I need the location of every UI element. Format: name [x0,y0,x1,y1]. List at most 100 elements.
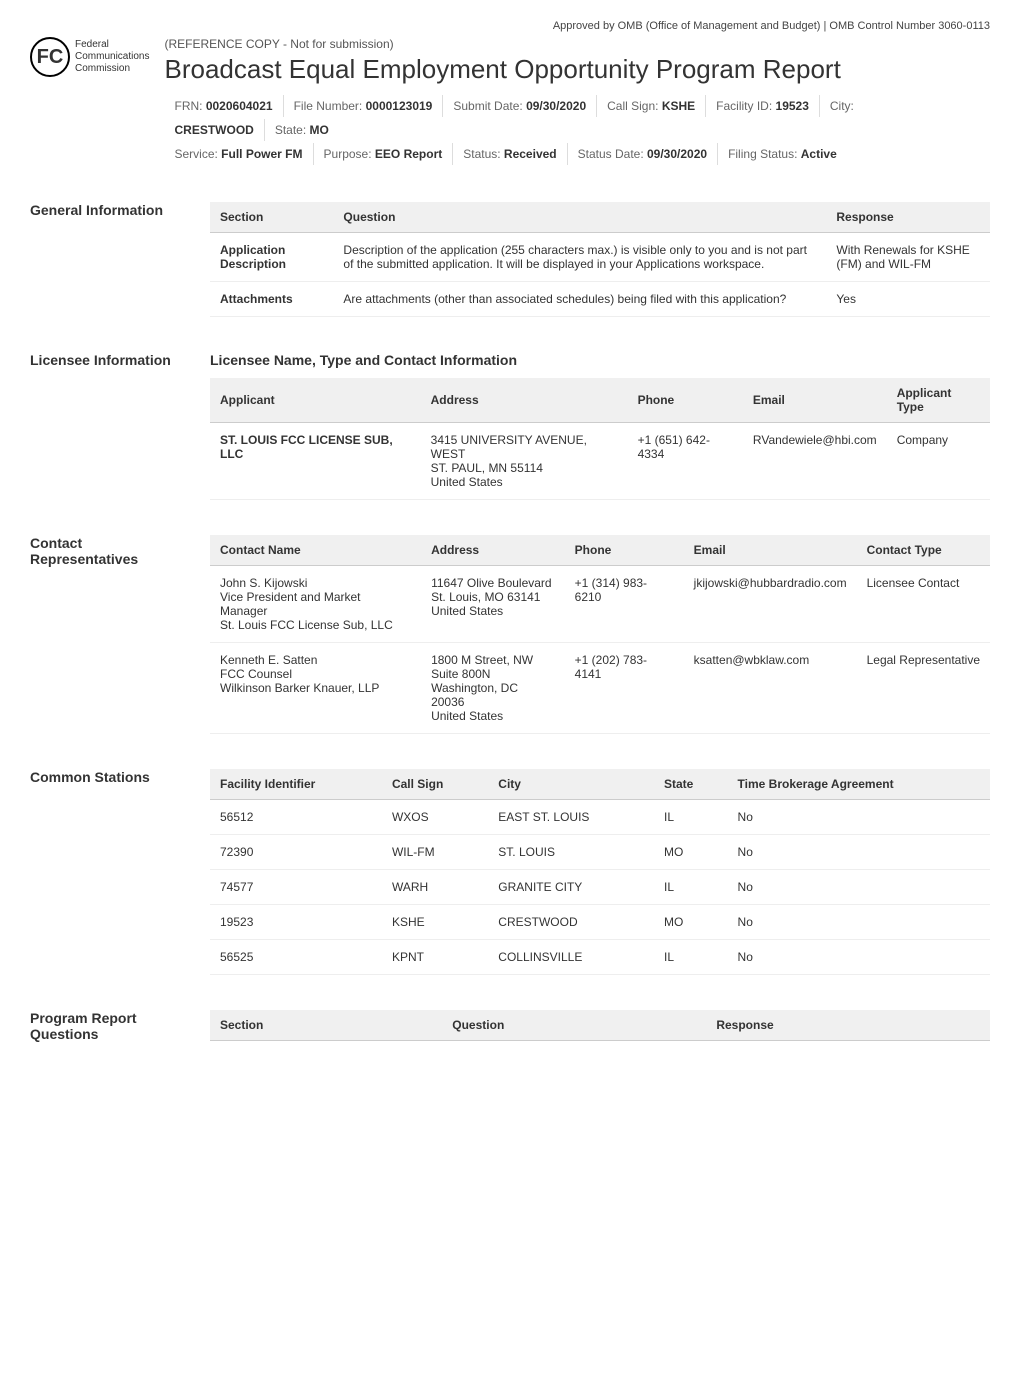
meta-item: Status: Received [453,143,567,165]
meta-value: Received [504,147,557,161]
cell-city: GRANITE CITY [488,870,654,905]
table-row: ST. LOUIS FCC LICENSE SUB, LLC 3415 UNIV… [210,423,990,500]
table-row: 74577 WARH GRANITE CITY IL No [210,870,990,905]
common-stations-label: Common Stations [30,769,190,975]
col-email: Email [684,535,857,566]
col-contact-type: Contact Type [857,535,990,566]
general-information-section: General Information Section Question Res… [30,202,990,317]
cell-city: EAST ST. LOUIS [488,800,654,835]
approval-notice: Approved by OMB (Office of Management an… [30,20,990,32]
col-address: Address [421,535,565,566]
program-report-section: Program Report Questions Section Questio… [30,1010,990,1042]
meta-value: MO [310,123,329,137]
col-question: Question [442,1010,706,1041]
meta-value: Active [801,147,837,161]
general-information-label: General Information [30,202,190,317]
cell-tba: No [728,870,990,905]
col-phone: Phone [565,535,684,566]
fcc-logo-text: Federal Communications Commission [75,39,149,75]
cell-call-sign: WIL-FM [382,835,488,870]
meta-label: Submit Date: [453,99,526,113]
meta-label: Filing Status: [728,147,801,161]
cell-phone: +1 (314) 983-6210 [565,566,684,643]
reference-copy-label: (REFERENCE COPY - Not for submission) [164,37,990,51]
cell-state: IL [654,940,728,975]
cell-facility-id: 56512 [210,800,382,835]
cell-tba: No [728,940,990,975]
fcc-text-line-3: Commission [75,63,149,75]
meta-value: EEO Report [375,147,442,161]
contact-reps-table: Contact Name Address Phone Email Contact… [210,535,990,734]
col-contact-name: Contact Name [210,535,421,566]
col-phone: Phone [628,378,743,423]
meta-value: 0020604021 [206,99,273,113]
contact-representatives-label: Contact Representatives [30,535,190,734]
cell-phone: +1 (202) 783-4141 [565,643,684,734]
cell-address: 1800 M Street, NW Suite 800N Washington,… [421,643,565,734]
cell-call-sign: KSHE [382,905,488,940]
col-email: Email [743,378,887,423]
meta-value: 0000123019 [366,99,433,113]
cell-contact-name: John S. Kijowski Vice President and Mark… [210,566,421,643]
meta-value: KSHE [662,99,695,113]
cell-email: ksatten@wbklaw.com [684,643,857,734]
meta-value: CRESTWOOD [174,123,253,137]
licensee-subsection-title: Licensee Name, Type and Contact Informat… [210,352,990,368]
fcc-logo-icon: FC [30,37,70,77]
meta-value: Full Power FM [221,147,302,161]
cell-phone: +1 (651) 642-4334 [628,423,743,500]
table-row: Kenneth E. Satten FCC Counsel Wilkinson … [210,643,990,734]
meta-label: Facility ID: [716,99,775,113]
col-call-sign: Call Sign [382,769,488,800]
cell-facility-id: 19523 [210,905,382,940]
meta-label: Status: [463,147,504,161]
cell-tba: No [728,800,990,835]
table-row: 19523 KSHE CRESTWOOD MO No [210,905,990,940]
table-row: Attachments Are attachments (other than … [210,282,990,317]
fcc-text-line-1: Federal [75,39,149,51]
meta-label: Call Sign: [607,99,662,113]
cell-call-sign: WXOS [382,800,488,835]
program-report-label: Program Report Questions [30,1010,190,1042]
meta-label: Service: [174,147,221,161]
cell-applicant: ST. LOUIS FCC LICENSE SUB, LLC [210,423,421,500]
col-question: Question [333,202,826,233]
meta-label: City: [830,99,854,113]
cell-contact-type: Licensee Contact [857,566,990,643]
table-row: Application Description Description of t… [210,233,990,282]
meta-item: Call Sign: KSHE [597,95,706,117]
meta-label: State: [275,123,310,137]
licensee-information-label: Licensee Information [30,352,190,500]
cell-applicant-type: Company [887,423,990,500]
cell-city: COLLINSVILLE [488,940,654,975]
cell-section: Attachments [210,282,333,317]
licensee-information-content: Licensee Name, Type and Contact Informat… [210,352,990,500]
table-row: 56512 WXOS EAST ST. LOUIS IL No [210,800,990,835]
col-city: City [488,769,654,800]
cell-state: IL [654,800,728,835]
fcc-text-line-2: Communications [75,51,149,63]
cell-city: ST. LOUIS [488,835,654,870]
cell-email: RVandewiele@hbi.com [743,423,887,500]
meta-item: Submit Date: 09/30/2020 [443,95,597,117]
meta-item: City: [820,95,864,117]
meta-item: Service: Full Power FM [164,143,313,165]
meta-item: State: MO [265,119,339,141]
meta-label: File Number: [294,99,366,113]
common-stations-section: Common Stations Facility Identifier Call… [30,769,990,975]
cell-address: 11647 Olive Boulevard St. Louis, MO 6314… [421,566,565,643]
general-information-content: Section Question Response Application De… [210,202,990,317]
cell-facility-id: 74577 [210,870,382,905]
general-information-table: Section Question Response Application De… [210,202,990,317]
fcc-logo: FC Federal Communications Commission [30,37,149,77]
common-stations-table: Facility Identifier Call Sign City State… [210,769,990,975]
cell-tba: No [728,905,990,940]
cell-city: CRESTWOOD [488,905,654,940]
program-report-table: Section Question Response [210,1010,990,1041]
cell-tba: No [728,835,990,870]
cell-email: jkijowski@hubbardradio.com [684,566,857,643]
meta-item: Purpose: EEO Report [314,143,454,165]
col-applicant-type: Applicant Type [887,378,990,423]
cell-state: MO [654,905,728,940]
cell-state: MO [654,835,728,870]
